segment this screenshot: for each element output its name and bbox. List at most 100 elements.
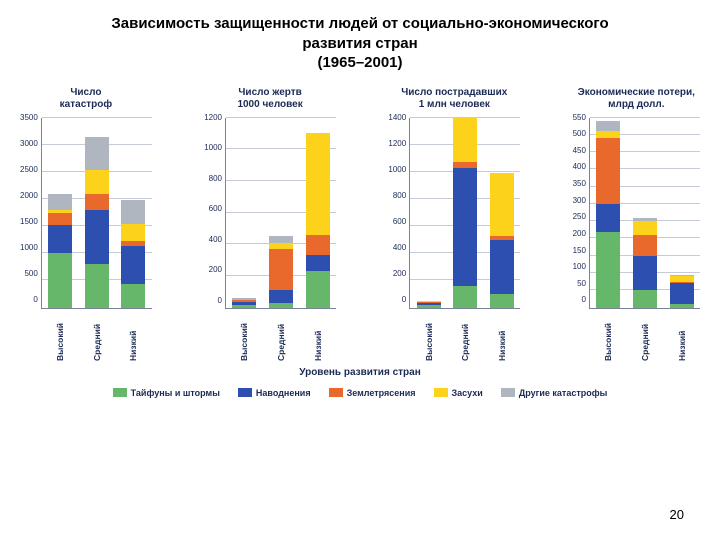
bars: [226, 118, 336, 308]
bar: [121, 200, 145, 307]
x-labels-wrap: ВысокийСреднийНизкий: [388, 309, 520, 361]
legend-label: Засухи: [452, 388, 483, 398]
bar-segment-floods: [48, 225, 72, 253]
y-tick-label: 450: [573, 146, 586, 155]
y-tick-label: 1000: [204, 143, 222, 152]
bars: [42, 118, 152, 308]
bar: [633, 218, 657, 308]
y-tick-label: 600: [393, 217, 406, 226]
bar-segment-floods: [633, 256, 657, 291]
bar: [306, 133, 330, 307]
y-axis: 550500450400350300250200150100500: [573, 113, 589, 305]
x-tick-label: Высокий: [603, 313, 613, 361]
legend-swatch: [434, 388, 448, 397]
chart-title: Экономические потери,млрд долл.: [578, 83, 695, 111]
x-labels: ВысокийСреднийНизкий: [42, 313, 152, 361]
plot-wrap: 3500300025002000150010005000: [20, 117, 152, 309]
bar-segment-floods: [306, 255, 330, 271]
bar-segment-quakes: [48, 213, 72, 225]
legend-swatch: [501, 388, 515, 397]
legend-item: Наводнения: [238, 388, 311, 398]
bar-segment-droughts: [85, 170, 109, 193]
y-tick-label: 1000: [388, 165, 406, 174]
y-tick-label: 200: [393, 269, 406, 278]
x-labels-wrap: ВысокийСреднийНизкий: [20, 309, 152, 361]
bar: [269, 236, 293, 307]
title-line-1: Зависимость защищенности людей от социал…: [111, 15, 608, 32]
slide: Зависимость защищенности людей от социал…: [0, 0, 720, 540]
y-tick-label: 1200: [388, 139, 406, 148]
legend-item: Тайфуны и штормы: [113, 388, 220, 398]
bar-segment-other: [85, 137, 109, 171]
legend-label: Тайфуны и штормы: [131, 388, 220, 398]
y-tick-label: 0: [402, 295, 406, 304]
legend-swatch: [238, 388, 252, 397]
page-number: 20: [670, 507, 684, 522]
bar-segment-typhoons: [633, 290, 657, 307]
page-title: Зависимость защищенности людей от социал…: [0, 0, 720, 73]
y-tick-label: 250: [573, 212, 586, 221]
bar-segment-quakes: [85, 194, 109, 210]
bar-segment-other: [121, 200, 145, 224]
legend-item: Другие катастрофы: [501, 388, 607, 398]
x-tick-label: Низкий: [677, 313, 687, 361]
bar-segment-droughts: [596, 131, 620, 138]
y-tick-label: 550: [573, 113, 586, 122]
y-tick-label: 1400: [388, 113, 406, 122]
chart-title: Число жертв1000 человек: [237, 83, 302, 111]
y-tick-label: 400: [573, 162, 586, 171]
legend-label: Наводнения: [256, 388, 311, 398]
bar-segment-quakes: [633, 235, 657, 256]
x-tick-label: Средний: [92, 313, 102, 361]
chart: Число пострадавших1 млн человек140012001…: [388, 83, 520, 361]
y-tick-label: 1500: [20, 217, 38, 226]
title-line-3: (1965–2001): [317, 54, 402, 71]
x-labels: ВысокийСреднийНизкий: [226, 313, 336, 361]
bar-segment-floods: [453, 168, 477, 286]
y-tick-label: 1200: [204, 113, 222, 122]
charts-row: Числокатастроф35003000250020001500100050…: [0, 73, 720, 361]
y-tick-label: 1000: [20, 243, 38, 252]
bar-segment-typhoons: [121, 284, 145, 307]
legend-swatch: [113, 388, 127, 397]
y-tick-label: 3500: [20, 113, 38, 122]
bar-segment-droughts: [121, 224, 145, 240]
bar-segment-typhoons: [48, 253, 72, 307]
bar: [670, 275, 694, 308]
chart-title: Числокатастроф: [60, 83, 112, 111]
plot-area: [589, 118, 700, 309]
y-axis: 120010008006004002000: [204, 113, 225, 305]
y-tick-label: 300: [573, 196, 586, 205]
y-tick-label: 0: [582, 295, 586, 304]
y-tick-label: 0: [218, 296, 222, 305]
x-labels-wrap: ВысокийСреднийНизкий: [573, 309, 700, 361]
x-axis-caption: Уровень развития стран: [0, 367, 720, 378]
x-tick-label: Средний: [276, 313, 286, 361]
bar: [596, 121, 620, 308]
legend-item: Землетрясения: [329, 388, 416, 398]
bar-segment-other: [596, 121, 620, 131]
bar-segment-droughts: [453, 118, 477, 163]
y-tick-label: 500: [24, 269, 37, 278]
bar-segment-quakes: [306, 235, 330, 256]
bar-segment-droughts: [490, 173, 514, 235]
plot-area: [41, 118, 152, 309]
bar-segment-typhoons: [670, 304, 694, 307]
y-tick-label: 800: [393, 191, 406, 200]
y-tick-label: 800: [209, 174, 222, 183]
bar-segment-quakes: [596, 138, 620, 204]
legend: Тайфуны и штормы Наводнения Землетрясения З…: [0, 388, 720, 398]
y-tick-label: 600: [209, 204, 222, 213]
bar-segment-floods: [670, 283, 694, 304]
chart: Экономические потери,млрд долл.550500450…: [573, 83, 700, 361]
y-axis: 3500300025002000150010005000: [20, 113, 41, 305]
bar-segment-droughts: [633, 221, 657, 235]
x-tick-label: Средний: [460, 313, 470, 361]
legend-label: Другие катастрофы: [519, 388, 607, 398]
y-tick-label: 350: [573, 179, 586, 188]
bar-segment-floods: [269, 290, 293, 303]
x-tick-label: Высокий: [55, 313, 65, 361]
bar-segment-typhoons: [85, 264, 109, 307]
y-tick-label: 200: [573, 229, 586, 238]
y-tick-label: 400: [209, 235, 222, 244]
